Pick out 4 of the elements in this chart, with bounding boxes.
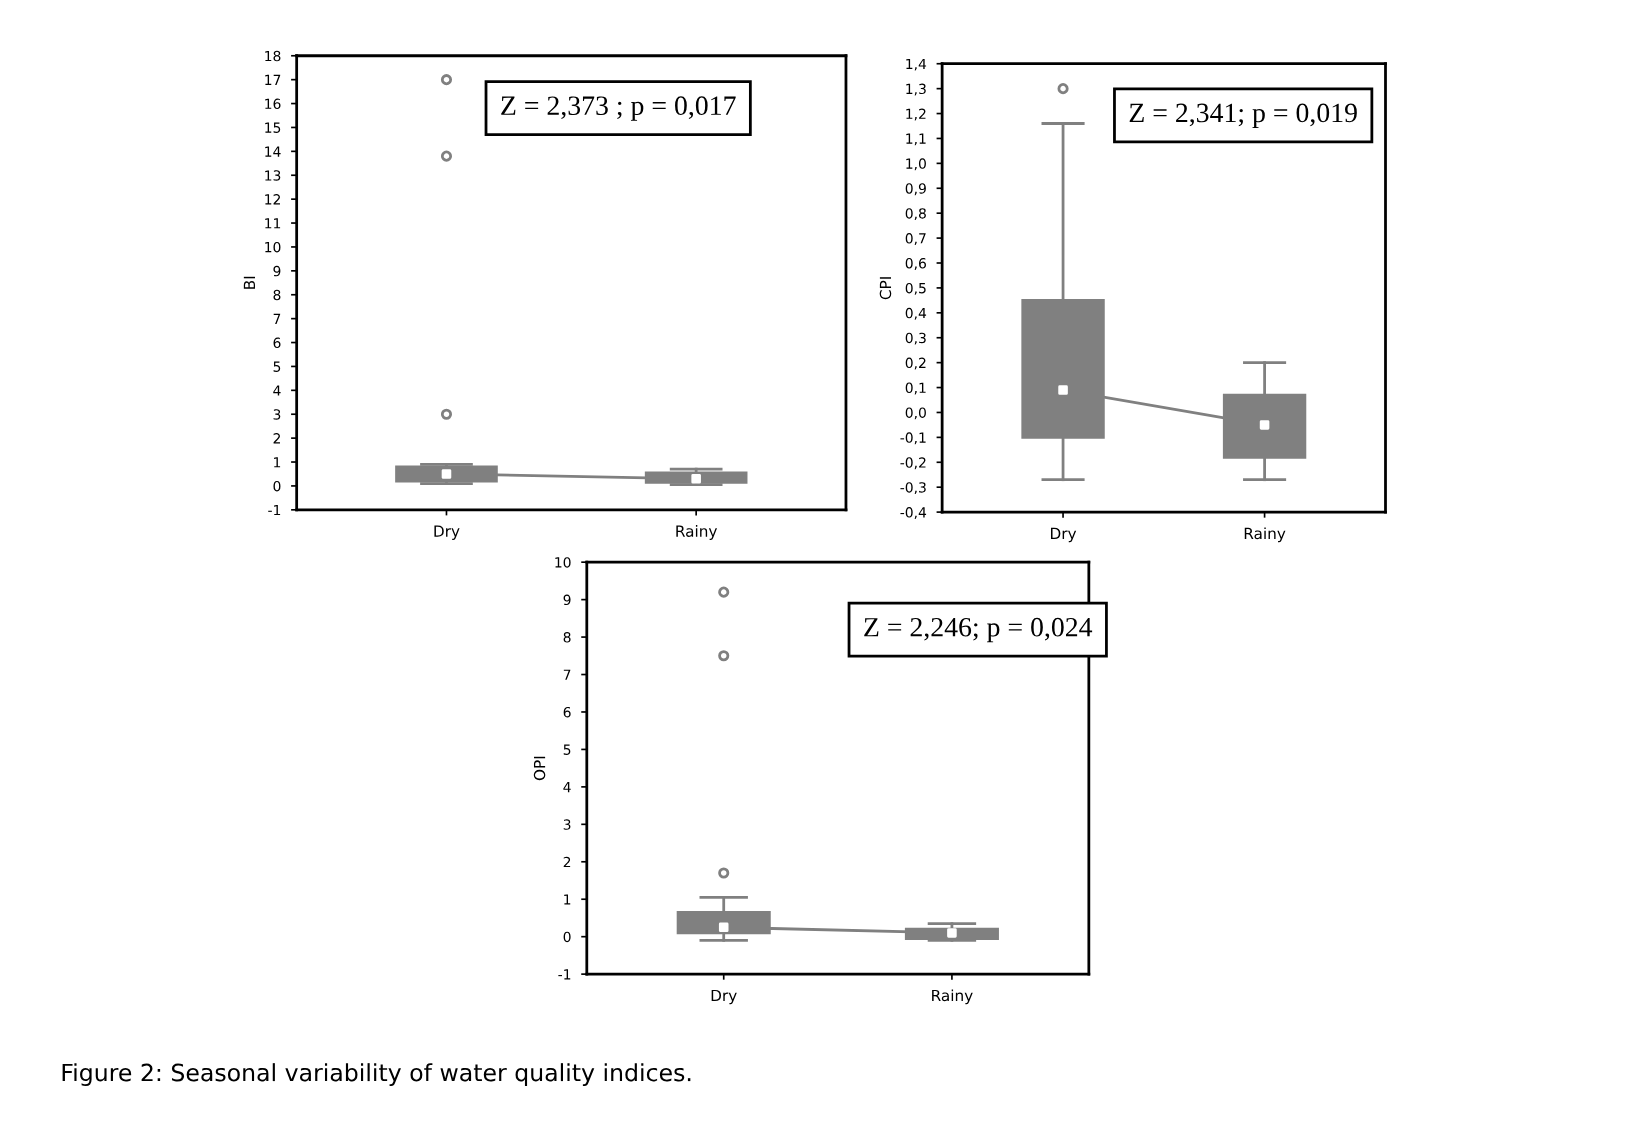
caption: Figure 2: Seasonal variability of water quality indices. xyxy=(62,1063,691,1087)
annotation: Z = 2,341; p = 0,019 xyxy=(1129,103,1357,128)
annotation: Z = 2,246; p = 0,024 xyxy=(864,617,1093,643)
annotation: Z = 2,373 ; p = 0,017 xyxy=(501,96,736,121)
